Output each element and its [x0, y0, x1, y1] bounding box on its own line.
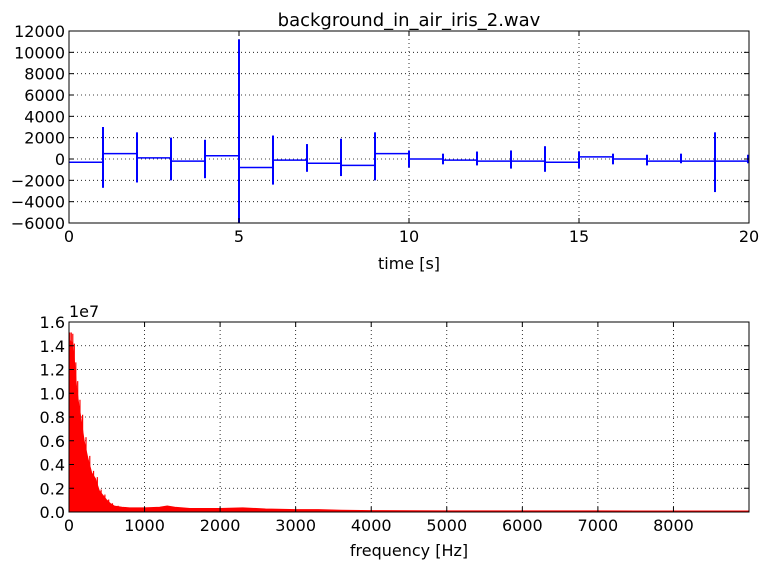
y-tick-label: 1.4	[40, 337, 65, 356]
x-axis-ticks: 0 1000 2000 3000 4000 5000 6000 7000 8000	[64, 322, 694, 535]
x-tick-label: 0	[64, 516, 74, 535]
x-tick-label: 15	[569, 227, 589, 246]
spectrum-series	[68, 332, 750, 513]
y-tick-label: 0.0	[40, 503, 65, 522]
y-axis-ticks: 0.0 0.2 0.4 0.6 0.8 1.0 1.2 1.4 1.6	[40, 313, 749, 522]
y-axis-scale-offset: 1e7	[69, 302, 99, 321]
chart-title: background_in_air_iris_2.wav	[278, 10, 541, 31]
y-tick-label: 1.2	[40, 361, 65, 380]
x-tick-label: 7000	[578, 516, 619, 535]
y-tick-label: 0	[55, 150, 65, 169]
y-axis-ticks: −6000 −4000 −2000 0 2000 4000 6000 8000 10000 120…	[11, 22, 749, 233]
x-tick-label: 5	[234, 227, 244, 246]
x-axis-label: time [s]	[378, 254, 440, 273]
x-tick-label: 3000	[275, 516, 316, 535]
x-tick-label: 0	[64, 227, 74, 246]
x-tick-label: 2000	[200, 516, 241, 535]
y-tick-label: 10000	[14, 43, 65, 62]
y-tick-label: 2000	[24, 129, 65, 148]
x-axis-ticks: 0 5 10 15 20	[64, 31, 759, 246]
y-tick-label: 1.6	[40, 313, 65, 332]
y-tick-label: 8000	[24, 65, 65, 84]
y-tick-label: 6000	[24, 86, 65, 105]
y-tick-label: 0.8	[40, 408, 65, 427]
x-tick-label: 6000	[502, 516, 543, 535]
y-tick-label: 0.4	[40, 456, 65, 475]
y-tick-label: 0.2	[40, 479, 65, 498]
y-tick-label: −6000	[11, 214, 65, 233]
y-tick-label: 0.6	[40, 432, 65, 451]
waveform-chart: background_in_air_iris_2.wav 0 5 10 15 20 −6…	[11, 10, 759, 273]
x-tick-label: 5000	[426, 516, 467, 535]
x-tick-label: 8000	[653, 516, 694, 535]
y-tick-label: 12000	[14, 22, 65, 41]
x-tick-label: 4000	[351, 516, 392, 535]
spectrum-chart: 0 1000 2000 3000 4000 5000 6000 7000 8000 0.0 0.2…	[40, 302, 750, 560]
x-tick-label: 1000	[124, 516, 165, 535]
x-tick-label: 10	[399, 227, 419, 246]
y-tick-label: 1.0	[40, 384, 65, 403]
x-axis-label: frequency [Hz]	[350, 541, 468, 560]
y-tick-label: 4000	[24, 107, 65, 126]
grid-lines	[69, 322, 749, 512]
waveform-series	[69, 39, 749, 223]
x-tick-label: 20	[739, 227, 759, 246]
y-tick-label: −2000	[11, 171, 65, 190]
y-tick-label: −4000	[11, 193, 65, 212]
